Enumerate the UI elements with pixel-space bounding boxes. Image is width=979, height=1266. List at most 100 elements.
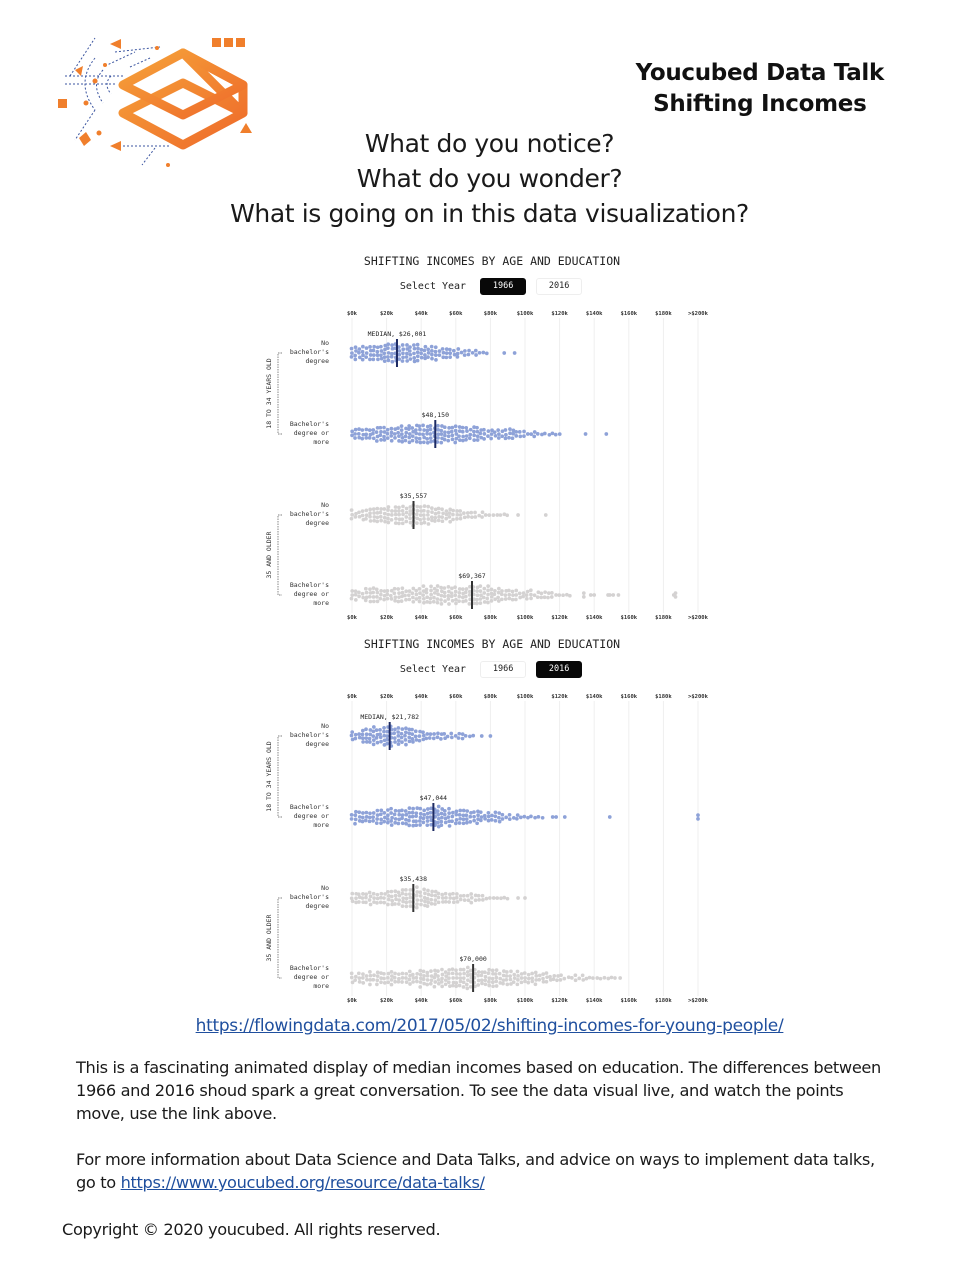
data-point xyxy=(449,591,454,596)
data-point xyxy=(436,423,440,428)
x-tick-label-bottom: $40k xyxy=(415,998,429,1004)
data-point xyxy=(418,890,423,895)
data-point xyxy=(524,593,529,598)
data-point xyxy=(415,885,419,889)
data-point xyxy=(397,521,401,526)
data-point xyxy=(493,810,498,815)
data-point xyxy=(404,355,409,359)
data-point xyxy=(440,589,444,594)
data-point xyxy=(447,515,452,519)
data-point xyxy=(428,427,433,432)
data-point xyxy=(407,589,412,593)
data-point xyxy=(486,971,491,976)
data-point xyxy=(390,815,394,820)
chart-panel-2016: $0k $0k $20k $20k $40k $40k $60k $60k $80k $80k $1… xyxy=(258,633,726,1013)
data-point xyxy=(476,970,481,974)
data-point xyxy=(421,589,426,593)
data-point xyxy=(487,513,492,517)
data-point xyxy=(494,979,499,984)
data-point xyxy=(473,971,477,976)
data-point xyxy=(357,510,361,515)
data-point xyxy=(375,595,379,599)
data-point xyxy=(533,815,537,820)
data-point xyxy=(509,982,513,986)
data-point xyxy=(350,891,355,896)
x-tick-label-bottom: $120k xyxy=(551,998,568,1004)
data-point xyxy=(375,740,380,745)
data-point xyxy=(486,429,491,434)
year-button-1966[interactable]: 1966 xyxy=(480,278,527,295)
year-button-2016[interactable]: 2016 xyxy=(536,278,583,295)
document-title: Youcubed Data Talk Shifting Incomes xyxy=(636,58,885,120)
data-point xyxy=(393,902,397,906)
data-point xyxy=(393,595,398,600)
data-point xyxy=(532,430,537,434)
x-tick-label-top: $0k xyxy=(347,311,358,317)
data-point xyxy=(478,601,483,605)
data-point xyxy=(546,591,551,595)
data-point xyxy=(368,902,373,907)
data-point xyxy=(425,982,430,987)
data-point xyxy=(461,985,466,989)
data-point xyxy=(379,349,384,353)
outlier-point xyxy=(696,817,700,821)
x-tick-label-top: $160k xyxy=(621,311,638,317)
data-point xyxy=(414,431,419,436)
data-point xyxy=(417,424,422,428)
data-point xyxy=(450,819,454,824)
data-point xyxy=(480,970,485,975)
data-point xyxy=(397,505,401,510)
data-point xyxy=(401,347,406,352)
row-label: degree or xyxy=(294,429,329,437)
data-point xyxy=(408,982,412,986)
data-point xyxy=(447,811,451,815)
group-bracket xyxy=(277,352,282,435)
data-point xyxy=(443,820,448,825)
outlier-point xyxy=(581,595,586,599)
data-point xyxy=(440,976,444,981)
data-point xyxy=(546,595,550,600)
data-point xyxy=(432,975,437,980)
data-point xyxy=(439,819,444,824)
data-point xyxy=(421,733,426,738)
source-link[interactable]: https://flowingdata.com/2017/05/02/shift… xyxy=(195,1016,784,1036)
data-point xyxy=(457,599,461,604)
data-point xyxy=(353,432,357,436)
data-point xyxy=(514,434,519,438)
data-point xyxy=(418,517,423,522)
data-point xyxy=(458,976,463,980)
data-point xyxy=(418,806,423,811)
data-point xyxy=(423,344,428,349)
year-button-2016[interactable]: 2016 xyxy=(536,661,583,678)
data-point xyxy=(378,596,383,601)
data-point xyxy=(425,428,430,433)
data-point xyxy=(526,976,531,981)
data-point xyxy=(414,436,419,441)
data-point xyxy=(410,438,415,443)
year-button-1966[interactable]: 1966 xyxy=(480,661,527,678)
data-point xyxy=(404,726,408,731)
data-point xyxy=(479,973,484,978)
data-point xyxy=(392,731,397,736)
data-point xyxy=(357,347,362,351)
data-point xyxy=(418,980,423,984)
dot-series xyxy=(350,423,609,445)
data-point xyxy=(407,814,412,819)
data-point xyxy=(469,895,474,900)
data-point xyxy=(353,427,358,432)
data-talks-link[interactable]: https://www.youcubed.org/resource/data-t… xyxy=(120,1173,485,1192)
data-point xyxy=(484,896,489,901)
data-point xyxy=(399,735,404,740)
data-point xyxy=(379,817,383,822)
data-point xyxy=(389,597,394,601)
x-tick-label-top: $120k xyxy=(551,694,568,700)
data-point xyxy=(433,507,438,512)
data-point xyxy=(418,972,423,977)
data-point xyxy=(550,591,554,595)
data-point xyxy=(503,593,508,597)
data-point xyxy=(400,359,405,363)
row-label: bachelor's xyxy=(290,893,329,901)
data-point xyxy=(491,971,495,976)
data-point xyxy=(353,978,357,983)
data-point xyxy=(379,353,383,358)
